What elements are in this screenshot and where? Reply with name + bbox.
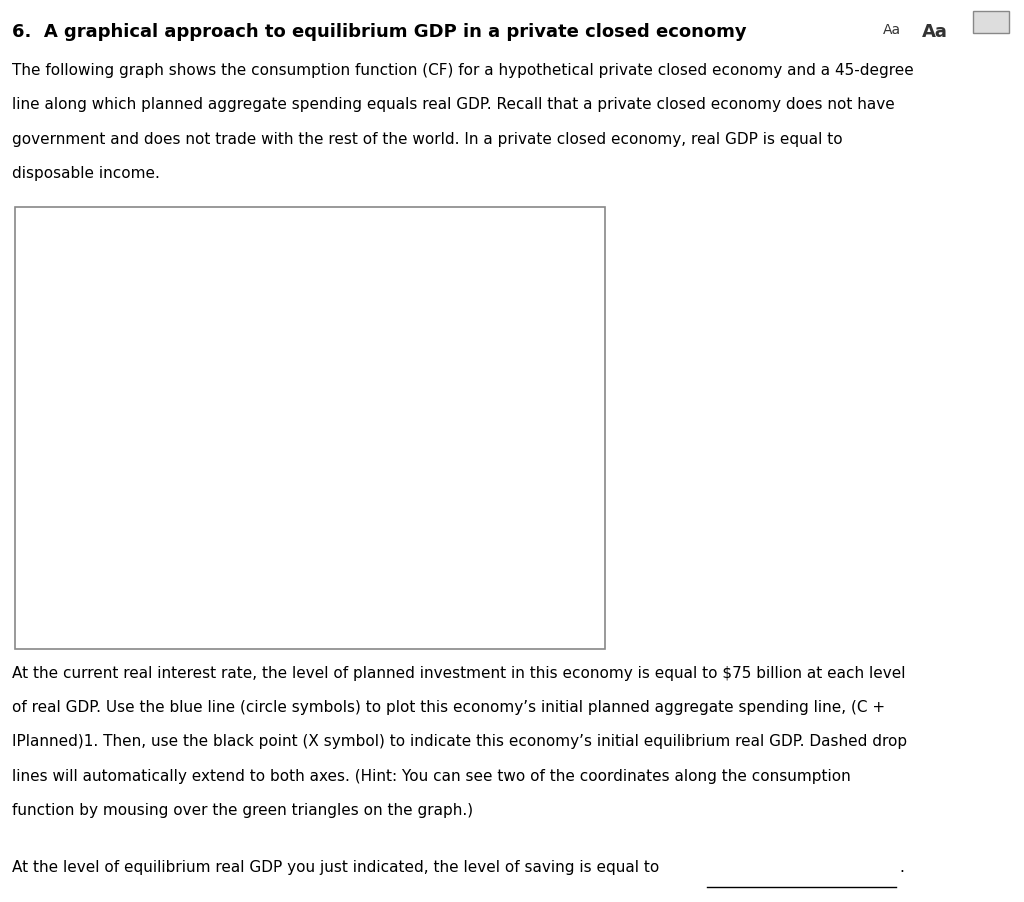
Text: line along which planned aggregate spending equals real GDP. Recall that a priva: line along which planned aggregate spend… xyxy=(12,97,895,113)
Text: 45-Degree
Line: 45-Degree Line xyxy=(364,265,426,294)
FancyBboxPatch shape xyxy=(510,610,606,645)
Text: 6.  A graphical approach to equilibrium GDP in a private closed economy: 6. A graphical approach to equilibrium G… xyxy=(12,23,746,41)
Text: of real GDP. Use the blue line (circle symbols) to plot this economy’s initial p: of real GDP. Use the blue line (circle s… xyxy=(12,700,886,715)
Text: Equilibrium 1: Equilibrium 1 xyxy=(484,364,563,376)
FancyBboxPatch shape xyxy=(458,243,590,309)
Text: government and does not trade with the rest of the world. In a private closed ec: government and does not trade with the r… xyxy=(12,132,843,147)
Text: lines will automatically extend to both axes. (Hint: You can see two of the coor: lines will automatically extend to both … xyxy=(12,769,851,784)
Text: (C + Ip)1: (C + Ip)1 xyxy=(498,270,551,282)
Y-axis label: PLANNED AGG. SPENDING (Billions of dollars): PLANNED AGG. SPENDING (Billions of dolla… xyxy=(32,295,45,562)
Text: disposable income.: disposable income. xyxy=(12,166,160,181)
Text: IPlanned)1. Then, use the black point (X symbol) to indicate this economy’s init: IPlanned)1. Then, use the black point (X… xyxy=(12,734,907,750)
FancyBboxPatch shape xyxy=(436,610,510,645)
Text: function by mousing over the green triangles on the graph.): function by mousing over the green trian… xyxy=(12,803,473,818)
Text: Clear All: Clear All xyxy=(534,621,583,634)
FancyBboxPatch shape xyxy=(457,501,592,567)
Text: Equilibrium 2: Equilibrium 2 xyxy=(484,528,563,540)
Text: The following graph shows the consumption function (CF) for a hypothetical priva: The following graph shows the consumptio… xyxy=(12,63,914,78)
FancyBboxPatch shape xyxy=(458,421,590,488)
Text: At the level of equilibrium real GDP you just indicated, the level of saving is : At the level of equilibrium real GDP you… xyxy=(12,860,659,875)
Text: At the current real interest rate, the level of planned investment in this econo: At the current real interest rate, the l… xyxy=(12,666,906,681)
Text: CF: CF xyxy=(292,439,307,453)
Text: (C + Ip)2: (C + Ip)2 xyxy=(498,448,551,461)
FancyBboxPatch shape xyxy=(457,336,592,403)
Text: Aa: Aa xyxy=(922,23,947,41)
Text: Aa: Aa xyxy=(883,23,901,37)
X-axis label: REAL GDP (Billions of dollars): REAL GDP (Billions of dollars) xyxy=(198,628,371,640)
Text: .: . xyxy=(899,860,904,875)
Text: Help: Help xyxy=(460,621,486,634)
